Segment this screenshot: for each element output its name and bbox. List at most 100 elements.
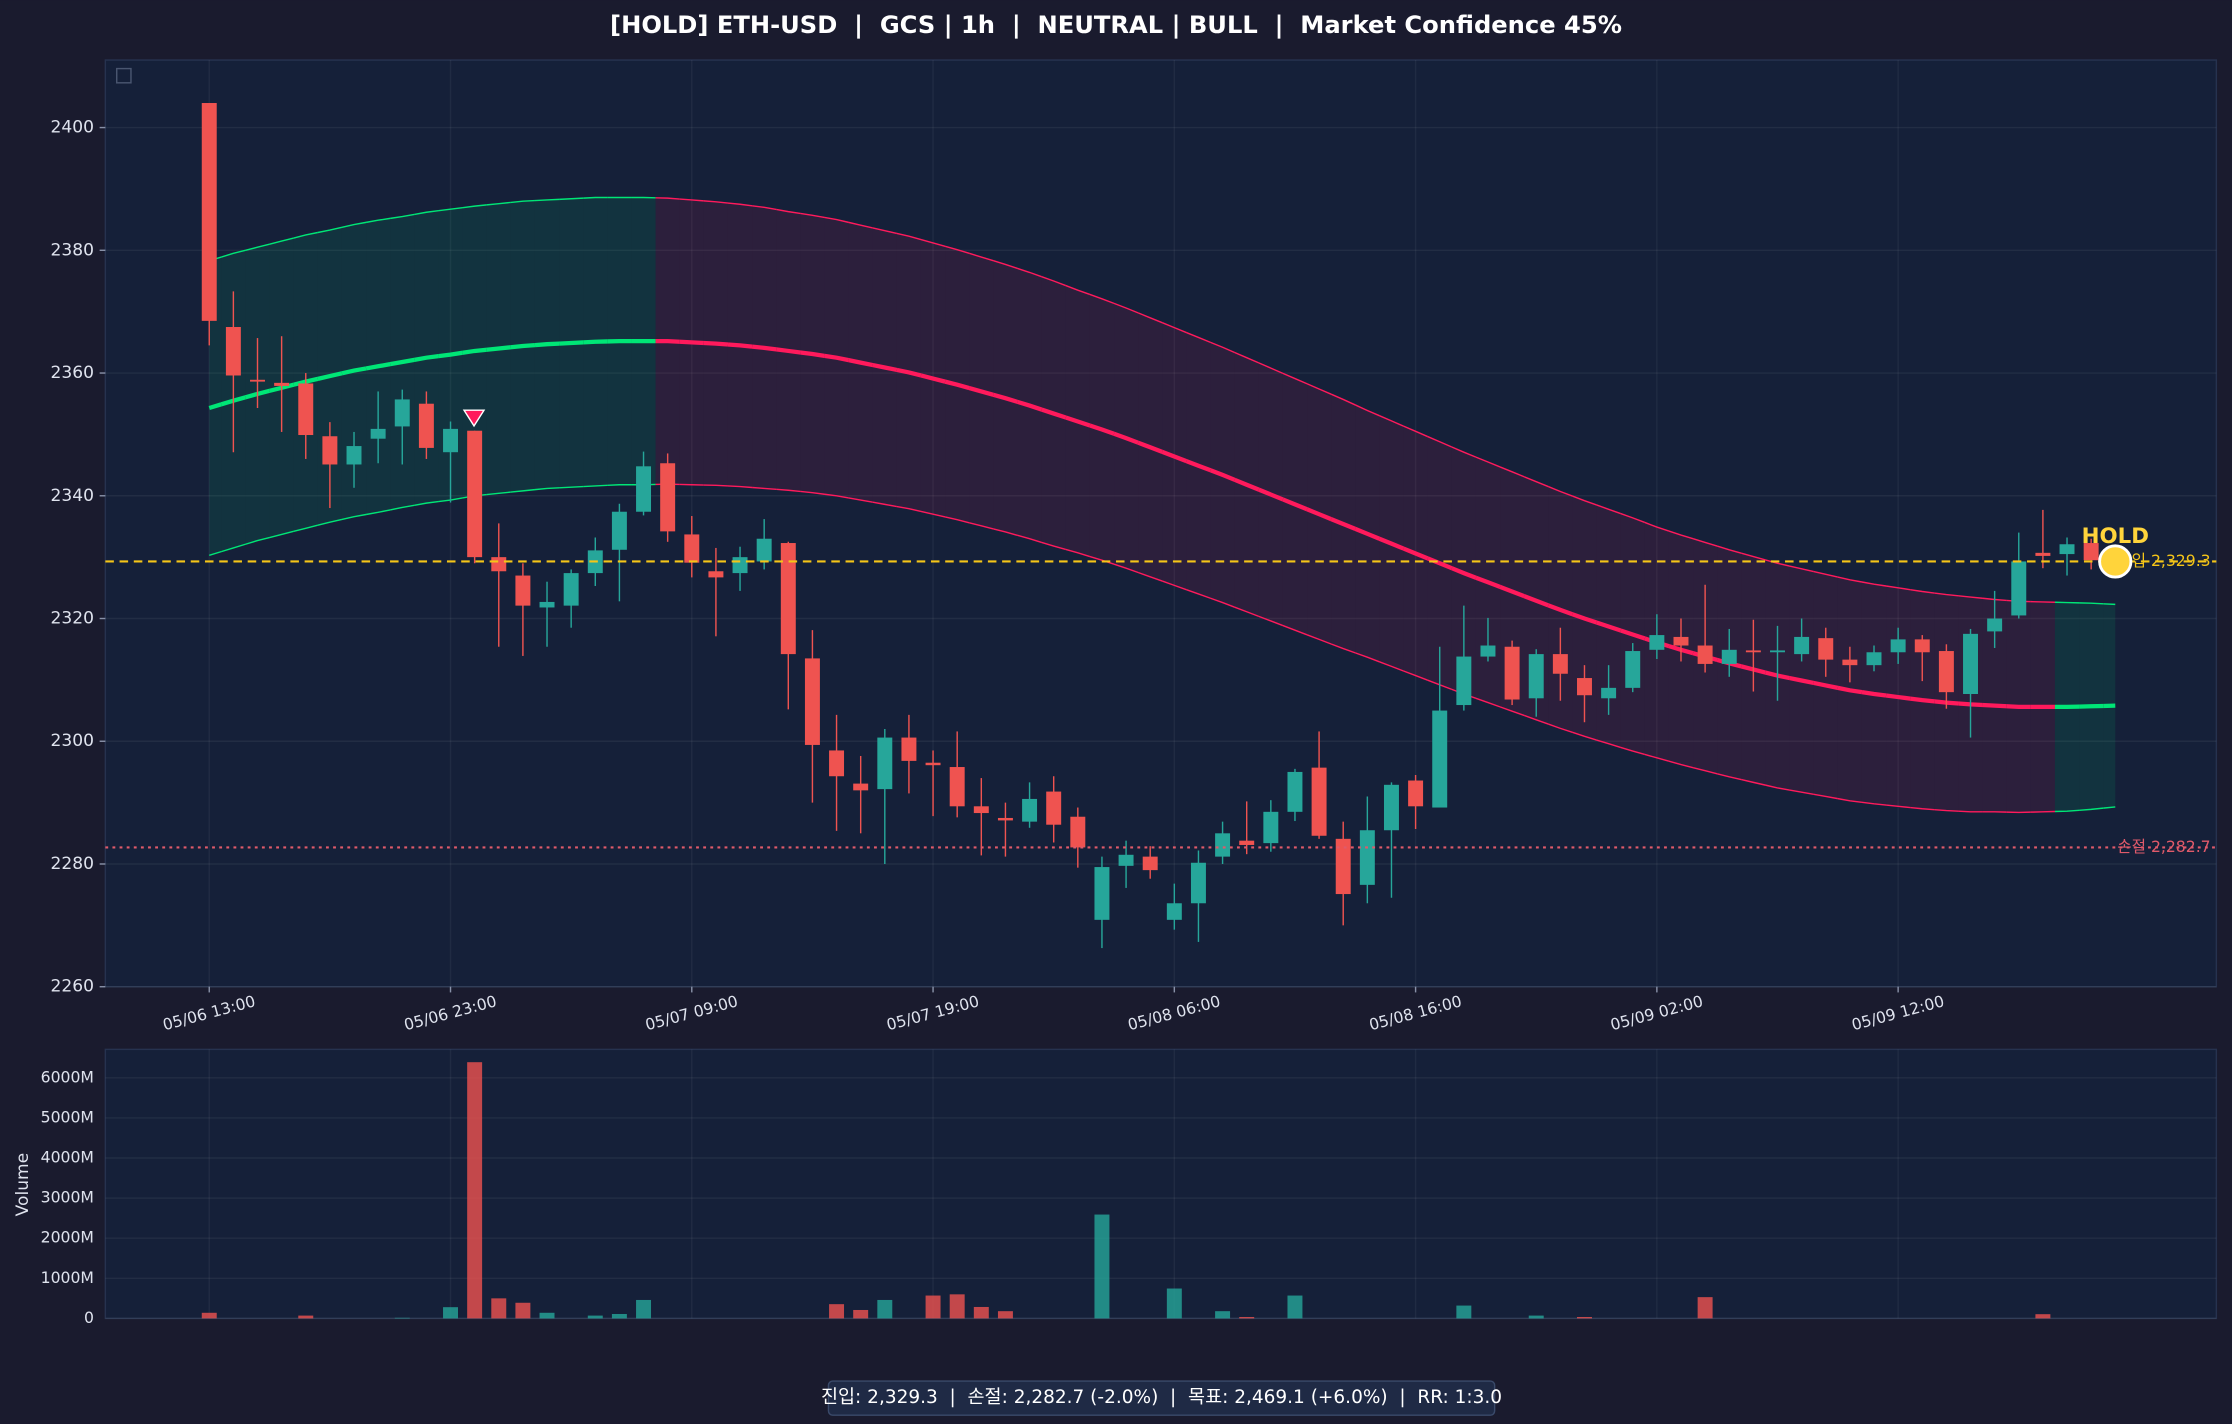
candle-body: [1408, 780, 1424, 807]
candle-body: [1287, 771, 1303, 812]
channel-upper: [1499, 466, 1525, 478]
channel-upper: [2079, 602, 2104, 605]
channel-center: [1620, 628, 1646, 641]
channel-lower: [1137, 571, 1163, 582]
channel-upper: [1306, 383, 1332, 395]
channel-upper: [293, 231, 318, 239]
channel-center: [413, 354, 439, 362]
channel-upper: [221, 249, 246, 258]
channel-center: [920, 373, 946, 384]
volume-bar: [949, 1294, 965, 1319]
volume-bar: [973, 1306, 989, 1319]
volume-bar: [1456, 1305, 1472, 1319]
channel-center: [992, 392, 1019, 404]
signal-marker: [2098, 544, 2133, 579]
channel-upper: [1572, 495, 1597, 506]
channel-center: [317, 371, 343, 381]
channel-center: [1499, 584, 1525, 599]
volume-tick-label: 2000M: [41, 1228, 94, 1247]
channel-center: [703, 340, 729, 347]
channel-lower: [2030, 810, 2055, 813]
candle-body: [1070, 816, 1086, 848]
candle-body: [250, 379, 265, 382]
channel-upper: [365, 217, 391, 224]
channel-upper: [1620, 512, 1646, 524]
level-label: 진입 2,329.3: [2117, 551, 2210, 570]
candle-body: [370, 428, 386, 439]
volume-bar: [1697, 1297, 1713, 1319]
candle-body: [1649, 635, 1665, 650]
channel-upper: [341, 221, 367, 228]
channel-upper: [1885, 585, 1911, 591]
channel-upper: [414, 210, 439, 216]
channel-lower: [1692, 766, 1718, 775]
channel-center: [1402, 546, 1429, 561]
volume-tick-label: 1000M: [41, 1268, 94, 1287]
price-panel: [104, 59, 2218, 988]
volume-tick-label: 3000M: [41, 1188, 94, 1207]
channel-upper: [1041, 276, 1067, 287]
candle-body: [539, 601, 555, 608]
channel-center: [558, 340, 584, 346]
sell-marker: [462, 409, 486, 428]
channel-upper: [1113, 302, 1139, 314]
channel-lower: [1162, 580, 1187, 591]
channel-upper: [752, 205, 777, 211]
channel-upper: [2103, 603, 2116, 606]
channel-center: [1185, 459, 1212, 473]
channel-center: [1089, 423, 1115, 436]
channel-lower: [944, 516, 970, 524]
channel-upper: [1186, 331, 1211, 344]
channel-center: [1475, 575, 1501, 589]
candle-body: [1504, 646, 1520, 700]
volume-tick-label: 5000M: [41, 1107, 94, 1126]
channel-lower: [1596, 739, 1621, 749]
volume-bar: [587, 1315, 603, 1319]
channel-lower: [1113, 563, 1139, 574]
candle-body: [443, 428, 458, 453]
channel-upper: [727, 202, 753, 207]
channel-upper: [848, 221, 873, 229]
candle-body: [1528, 654, 1544, 699]
channel-upper: [1765, 559, 1790, 567]
channel-lower: [727, 485, 753, 489]
candle-body: [1987, 618, 2003, 632]
channel-upper: [245, 243, 270, 251]
volume-bar: [877, 1299, 893, 1319]
y-tick-label: 2280: [50, 854, 93, 874]
channel-lower: [1813, 793, 1838, 800]
volume-bar: [925, 1295, 941, 1319]
channel-center: [438, 350, 463, 359]
channel-upper: [1789, 565, 1814, 573]
candle-body: [925, 762, 941, 766]
channel-center: [486, 345, 512, 352]
channel-upper: [1910, 588, 1935, 594]
channel-center: [1426, 556, 1453, 571]
channel-upper: [1354, 404, 1380, 417]
channel-upper: [390, 213, 415, 220]
candle-body: [418, 403, 434, 448]
channel-lower: [534, 487, 560, 491]
channel-center: [1885, 693, 1911, 701]
candle-body: [2059, 544, 2075, 555]
candle-body: [1456, 656, 1472, 706]
channel-upper: [583, 196, 608, 199]
candle-body: [1552, 654, 1568, 674]
channel-center: [1547, 603, 1574, 617]
channel-lower: [1717, 773, 1742, 781]
channel-upper: [1403, 425, 1428, 438]
channel-center: [208, 402, 222, 411]
candle-body: [1311, 767, 1327, 836]
channel-upper: [1330, 393, 1356, 406]
channel-lower: [1548, 723, 1573, 734]
channel-center: [1209, 468, 1236, 482]
candle-body: [1118, 854, 1134, 866]
channel-lower: [2054, 809, 2080, 813]
volume-bar: [997, 1311, 1013, 1319]
channel-upper: [1089, 293, 1115, 305]
channel-lower: [993, 528, 1018, 537]
candle-body: [1842, 659, 1858, 666]
channel-center: [1789, 675, 1815, 686]
channel-upper: [317, 226, 343, 234]
